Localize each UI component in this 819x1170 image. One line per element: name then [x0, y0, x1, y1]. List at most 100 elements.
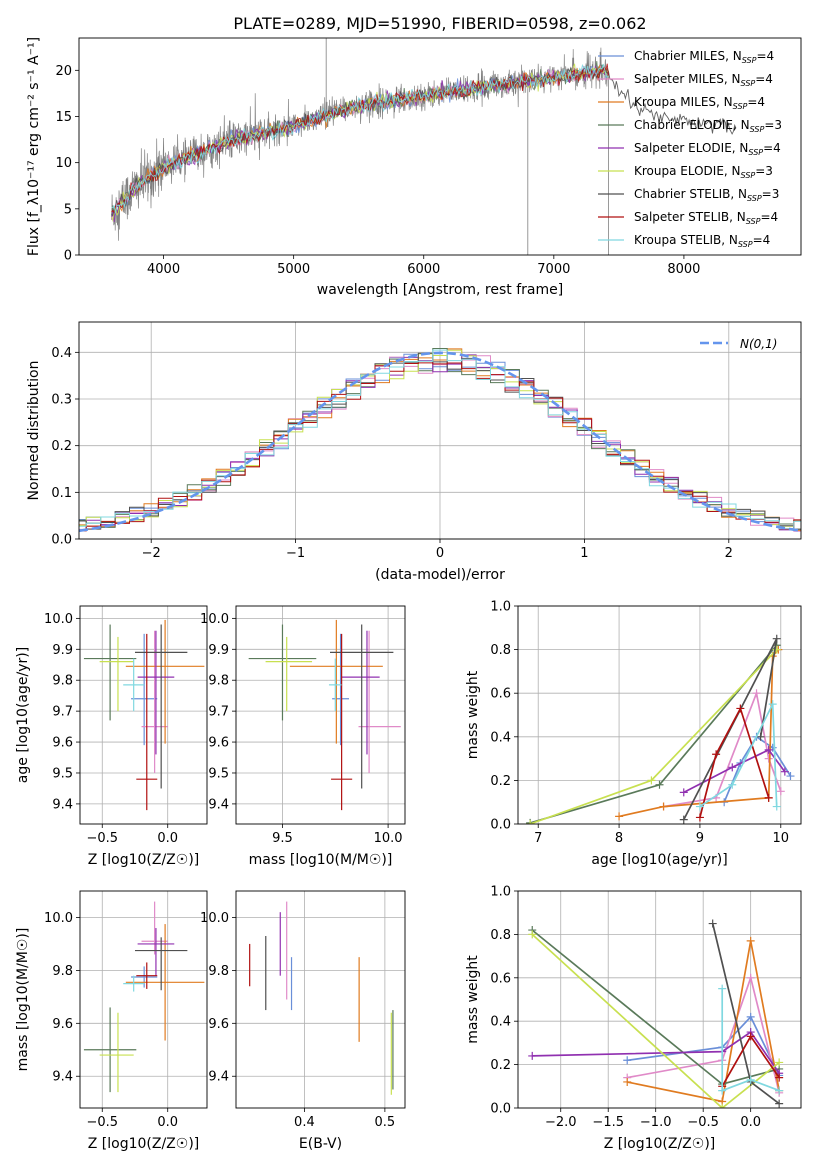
- y-tick-label: 9.4: [52, 1070, 73, 1085]
- errorbar-kroupa-elodie: [99, 1012, 134, 1093]
- x-tick-label: 2: [725, 546, 733, 561]
- plot-area-z-weight: [528, 919, 784, 1108]
- weight-marker: [764, 793, 773, 802]
- x-tick-label: 9: [696, 831, 704, 846]
- legend-label-tail: =4: [756, 49, 774, 63]
- axes-z-mass: −0.5 0.0 9.4 9.6 9.8 10.0 Z [log10(Z/Z☉)] mass …: [15, 890, 208, 1152]
- y-tick-label: 9.9: [52, 643, 73, 658]
- y-tick-label: 5: [64, 202, 72, 217]
- y-tick-label: 9.9: [208, 643, 229, 658]
- weight-marker: [712, 750, 721, 759]
- plot-area-ebv-mass: [249, 901, 394, 1095]
- weight-line: [721, 988, 780, 1092]
- weight-marker: [528, 930, 537, 939]
- errorbar-salpeter-elodie: [341, 630, 380, 755]
- errorbar-salpeter-elodie: [137, 928, 175, 976]
- legend-label-main: Salpeter ELODIE, N: [634, 141, 748, 155]
- x-tick-label: 9.5: [272, 831, 293, 846]
- legend-label-tail: =4: [760, 210, 778, 224]
- y-tick-label: 0.6: [490, 971, 511, 986]
- y-axis-label: mass weight: [465, 955, 481, 1044]
- weight-series-kroupa-stelib: [695, 700, 781, 811]
- x-axis-label: wavelength [Angstrom, rest frame]: [317, 282, 563, 298]
- weight-marker: [775, 1099, 784, 1108]
- legend-label: Salpeter MILES, NSSP=4: [634, 72, 773, 88]
- y-tick-label: 9.6: [52, 736, 73, 751]
- legend-item-kroupa-elodie: Kroupa ELODIE, NSSP=3: [598, 164, 773, 180]
- legend-label: Kroupa STELIB, NSSP=4: [634, 233, 770, 249]
- weight-marker: [746, 936, 755, 945]
- axes-frame: [79, 890, 208, 1109]
- y-tick-label: 9.4: [52, 797, 73, 812]
- x-axis-label: age [log10(age/yr)]: [591, 852, 727, 868]
- legend-label: Salpeter ELODIE, NSSP=4: [634, 141, 781, 157]
- gaussian-curve: [79, 351, 801, 533]
- errorbar-chabrier-stelib: [134, 937, 188, 991]
- errorbar-salpeter-miles: [141, 901, 168, 955]
- weight-marker: [772, 802, 781, 811]
- y-tick-label: 15: [55, 110, 72, 125]
- y-tick-label: 0.0: [490, 818, 511, 833]
- legend-label-sub: SSP: [746, 217, 761, 226]
- legend-label-sub: SSP: [741, 79, 756, 88]
- y-tick-label: 9.6: [208, 736, 229, 751]
- legend-label-main: Chabrier MILES, N: [634, 49, 742, 63]
- legend-label-tail: =3: [764, 118, 782, 132]
- legend-label-sub: SSP: [748, 148, 763, 157]
- axes-frame: [79, 605, 208, 825]
- legend-label-main: Kroupa ELODIE, N: [634, 164, 741, 178]
- errorbar-salpeter-elodie: [137, 630, 175, 755]
- x-tick-label: 5000: [277, 262, 310, 277]
- x-tick-label: 1: [580, 546, 588, 561]
- legend-label-sub: SSP: [747, 194, 762, 203]
- y-axis-label: mass [log10(M/M☉)]: [15, 928, 31, 1072]
- y-tick-label: 1.0: [490, 600, 511, 615]
- legend-label-sub: SSP: [738, 240, 753, 249]
- legend-label-sub: SSP: [733, 102, 748, 111]
- x-tick-label: −0.5: [86, 1115, 118, 1130]
- errorbar-salpeter-stelib: [331, 633, 353, 811]
- y-tick-label: 0.1: [51, 486, 72, 501]
- weight-marker: [623, 1077, 632, 1086]
- weight-marker: [764, 754, 773, 763]
- weight-series-kroupa-stelib: [718, 984, 784, 1095]
- weight-series-salpeter-elodie: [679, 745, 789, 797]
- legend-label-tail: =3: [755, 164, 773, 178]
- weight-marker: [746, 973, 755, 982]
- y-axis-label: Flux [f_λ10⁻¹⁷ erg cm⁻² s⁻¹ A⁻¹]: [26, 37, 42, 256]
- y-tick-label: 0.4: [490, 1015, 511, 1030]
- weight-marker: [526, 820, 535, 824]
- weight-marker: [772, 634, 781, 643]
- x-tick-label: −1.5: [592, 1115, 624, 1130]
- x-tick-label: 0.4: [294, 1115, 315, 1130]
- legend-label: Chabrier MILES, NSSP=4: [634, 49, 774, 65]
- legend-item-chabrier-elodie: Chabrier ELODIE, NSSP=3: [598, 118, 782, 134]
- legend-label-sub: SSP: [742, 56, 757, 65]
- x-tick-label: 4000: [147, 262, 180, 277]
- model-spectrum-salpeter-stelib: [111, 63, 609, 214]
- legend-label-main: Salpeter STELIB, N: [634, 210, 746, 224]
- errorbar-kroupa-stelib: [123, 658, 145, 712]
- x-tick-label: −1.0: [640, 1115, 672, 1130]
- y-tick-label: 0.8: [490, 643, 511, 658]
- y-tick-label: 9.6: [52, 1017, 73, 1032]
- y-tick-label: 0.6: [490, 687, 511, 702]
- legend-label-tail: =3: [762, 187, 780, 201]
- x-tick-label: −1: [286, 546, 305, 561]
- x-axis-label: Z [log10(Z/Z☉)]: [88, 852, 200, 868]
- figure-content: 4000 5000 6000 7000 800005101520PLATE=0289, …: [15, 14, 802, 1152]
- y-tick-label: 0.0: [51, 533, 72, 548]
- errorbar-salpeter-stelib: [136, 962, 158, 989]
- y-tick-label: 9.6: [208, 1017, 229, 1032]
- axes-residuals: −2 −1 0 1 2 0.0 0.1 0.2 0.3 0.4 (data-model)/error…: [26, 321, 802, 583]
- legend-label: Kroupa ELODIE, NSSP=3: [634, 164, 773, 180]
- weight-marker: [695, 813, 704, 822]
- y-tick-label: 0.4: [490, 730, 511, 745]
- x-tick-label: 0.5: [375, 1115, 396, 1130]
- weight-marker: [775, 1058, 784, 1067]
- axes-z-age: −0.5 0.0 9.4 9.5 9.6 9.7 9.8 9.9 10.0 Z [log10(Z/…: [15, 605, 208, 868]
- legend-label-tail: =4: [755, 72, 773, 86]
- y-tick-label: 0.2: [490, 774, 511, 789]
- x-tick-label: −2.0: [545, 1115, 577, 1130]
